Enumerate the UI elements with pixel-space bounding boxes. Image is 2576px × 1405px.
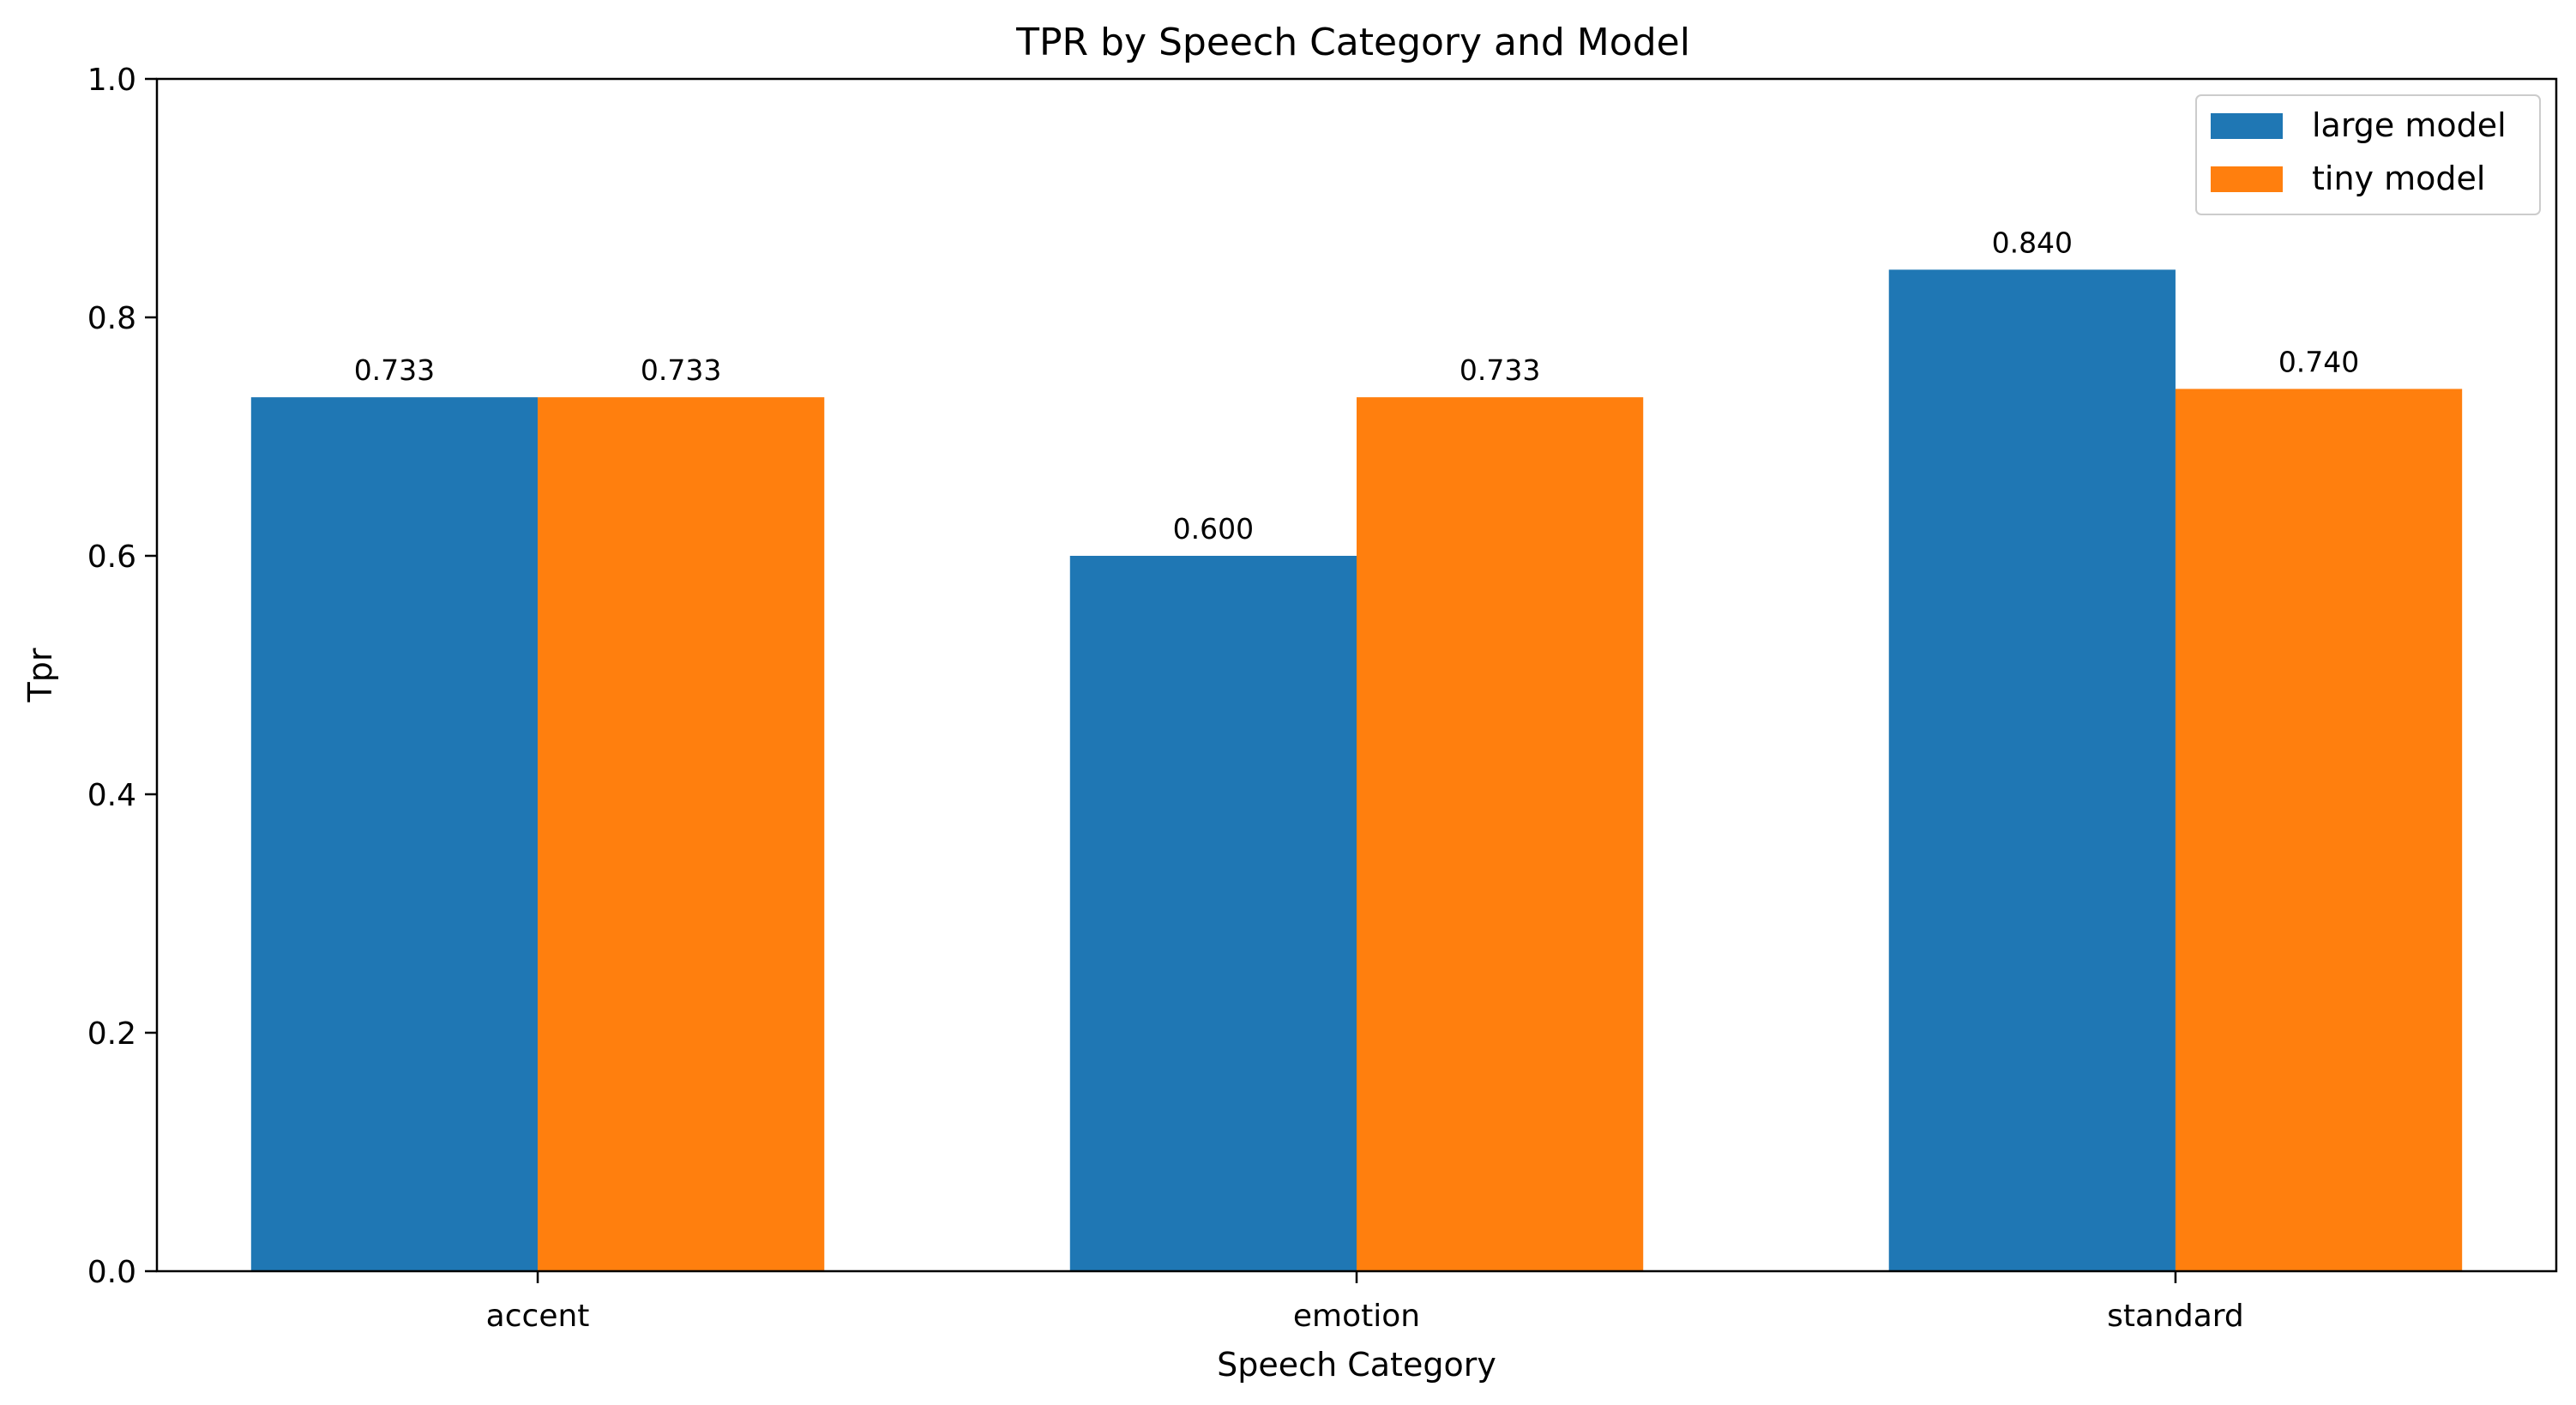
x-axis: accent emotion standard (486, 1271, 2244, 1334)
legend-swatch-tiny-model (2211, 166, 2283, 192)
value-label-tiny-model-accent: 0.733 (641, 353, 721, 387)
x-axis-label: Speech Category (1217, 1346, 1496, 1384)
y-tick-label: 0.0 (87, 1255, 136, 1290)
legend-label-tiny-model: tiny model (2312, 160, 2485, 197)
bar-tiny-model-emotion (1357, 397, 1644, 1271)
bars-layer (250, 269, 2463, 1271)
legend: large model tiny model (2195, 94, 2541, 215)
bar-large-model-accent (250, 397, 539, 1271)
bar-tiny-model-accent (538, 397, 825, 1271)
chart-title: TPR by Speech Category and Model (1015, 21, 1690, 64)
y-tick-label: 0.8 (87, 301, 136, 336)
y-tick-label: 0.4 (87, 778, 136, 813)
bar-large-model-emotion (1069, 556, 1357, 1271)
bar-tiny-model-standard (2175, 389, 2463, 1271)
y-tick-label: 0.2 (87, 1016, 136, 1052)
x-tick-label-emotion: emotion (1293, 1299, 1420, 1334)
legend-swatch-large-model (2211, 113, 2283, 139)
value-label-large-model-standard: 0.840 (1992, 226, 2073, 259)
value-label-large-model-accent: 0.733 (354, 353, 435, 387)
value-label-tiny-model-emotion: 0.733 (1460, 353, 1540, 387)
y-tick-label: 0.6 (87, 540, 136, 575)
y-tick-label: 1.0 (87, 63, 136, 98)
y-axis: 0.0 0.2 0.4 0.6 0.8 1.0 (87, 63, 157, 1290)
bar-large-model-standard (1888, 269, 2176, 1271)
legend-label-large-model: large model (2312, 106, 2507, 144)
value-labels-layer: 0.733 0.600 0.840 0.733 0.733 0.740 (354, 226, 2360, 546)
x-tick-label-accent: accent (486, 1299, 590, 1334)
x-tick-label-standard: standard (2107, 1299, 2244, 1334)
value-label-tiny-model-standard: 0.740 (2278, 345, 2359, 378)
value-label-large-model-emotion: 0.600 (1173, 512, 1254, 546)
y-axis-label: Tpr (21, 648, 59, 702)
